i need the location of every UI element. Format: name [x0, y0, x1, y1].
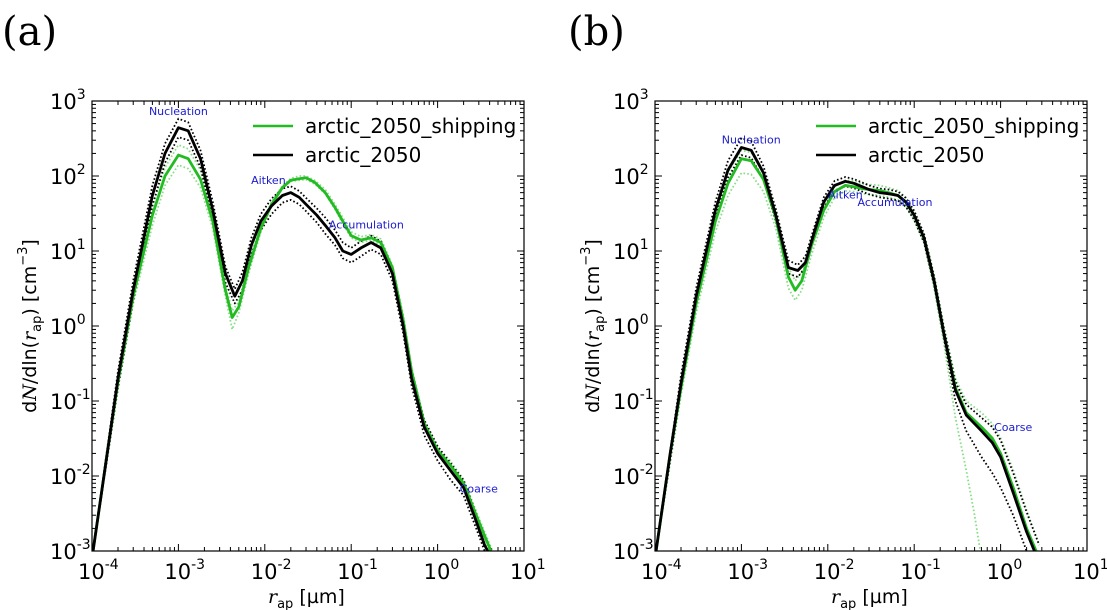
- panel-a-label: (a): [2, 9, 57, 55]
- x-tick-label: 100: [424, 557, 460, 584]
- series-line-shipping: [655, 157, 1038, 551]
- y-tick-label: 102: [613, 162, 649, 189]
- x-tick-label: 100: [987, 557, 1023, 584]
- series-line-baseline: [655, 146, 1036, 551]
- plot-frame: [91, 100, 525, 552]
- x-tick-label: 10-1: [900, 557, 941, 584]
- y-axis-label-group: dN/dln(rap) [cm−3]: [579, 239, 608, 413]
- x-tick-label: 10-4: [78, 557, 119, 584]
- y-tick-label: 10-3: [50, 537, 91, 564]
- x-tick-label: 10-1: [337, 557, 378, 584]
- x-tick-label: 10-2: [814, 557, 855, 584]
- panel-a-legend: arctic_2050_shipping arctic_2050: [253, 114, 516, 167]
- mode-annotation: Accumulation: [858, 196, 933, 209]
- series-line-range: [92, 117, 494, 551]
- panel-a: (a) 10-4 10-3 10-2 10-1 100 10110-310-210-110…: [2, 9, 546, 610]
- mode-annotation: Aitken: [828, 189, 863, 202]
- mode-annotation: Coarse: [994, 421, 1032, 434]
- legend-label-shipping: arctic_2050_shipping: [868, 114, 1079, 138]
- x-axis-label: rap [µm]: [831, 586, 908, 610]
- y-tick-label: 103: [50, 87, 86, 114]
- series-line-baseline: [92, 126, 490, 551]
- y-tick-label: 10-1: [613, 387, 654, 414]
- plot-frame: [654, 100, 1088, 552]
- x-tick-label: 101: [510, 557, 546, 584]
- y-axis-label: dN/dln(rap) [cm−3]: [16, 239, 45, 413]
- series-line-shipping: [92, 153, 493, 551]
- panel-a-axes: 10-4 10-3 10-2 10-1 100 10110-310-210-1100101…: [16, 87, 546, 610]
- series-group: [92, 117, 494, 551]
- mode-annotation: Nucleation: [149, 105, 208, 118]
- panel-b: (b) 10-4 10-3 10-2 10-1 100 10110-310-210-110…: [568, 9, 1107, 610]
- series-line-range: [655, 154, 1028, 551]
- y-tick-label: 10-3: [613, 537, 654, 564]
- x-tick-label: 10-3: [164, 557, 205, 584]
- series-line-range: [92, 136, 486, 551]
- y-tick-label: 10-1: [50, 387, 91, 414]
- y-tick-label: 10-2: [50, 462, 91, 489]
- series-line-range: [92, 143, 494, 551]
- mode-annotation: Coarse: [460, 483, 498, 496]
- y-tick-label: 101: [613, 237, 649, 264]
- x-tick-label: 10-4: [641, 557, 682, 584]
- series-line-range: [655, 137, 1041, 551]
- tick-marks: [91, 100, 525, 552]
- y-tick-label: 101: [50, 237, 86, 264]
- tick-marks: [654, 100, 1088, 552]
- legend-label-baseline: arctic_2050: [305, 143, 421, 167]
- y-tick-label: 100: [50, 312, 86, 339]
- x-tick-label: 101: [1073, 557, 1107, 584]
- mode-annotation: Aitken: [251, 174, 286, 187]
- legend-label-baseline: arctic_2050: [868, 143, 984, 167]
- mode-annotation: Nucleation: [722, 134, 781, 147]
- y-axis-label-group: dN/dln(rap) [cm−3]: [16, 239, 45, 413]
- mode-annotation: Accumulation: [329, 218, 404, 231]
- panel-b-axes: 10-4 10-3 10-2 10-1 100 10110-310-210-1100101…: [579, 87, 1107, 610]
- y-tick-label: 103: [613, 87, 649, 114]
- y-tick-label: 102: [50, 162, 86, 189]
- y-tick-label: 100: [613, 312, 649, 339]
- panel-b-label: (b): [568, 9, 625, 55]
- x-axis-label: rap [µm]: [268, 586, 345, 610]
- series-line-range: [92, 164, 491, 551]
- panel-b-legend: arctic_2050_shipping arctic_2050: [816, 114, 1079, 167]
- series-group: [655, 137, 1041, 551]
- x-tick-label: 10-3: [727, 557, 768, 584]
- y-tick-label: 10-2: [613, 462, 654, 489]
- series-line-range: [655, 149, 1041, 551]
- legend-label-shipping: arctic_2050_shipping: [305, 114, 516, 138]
- x-tick-label: 10-2: [251, 557, 292, 584]
- y-axis-label: dN/dln(rap) [cm−3]: [579, 239, 608, 413]
- series-line-range: [655, 171, 982, 551]
